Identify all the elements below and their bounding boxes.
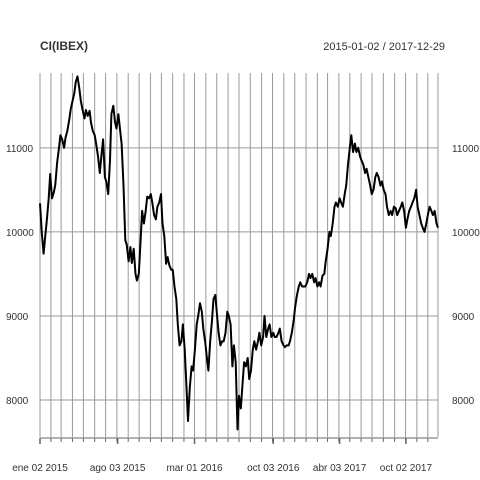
x-tick-label: oct 03 2016 [247, 463, 300, 474]
vertical-gridlines [39, 73, 439, 437]
y-tick-label-right: 9000 [452, 312, 475, 323]
y-tick-label-right: 10000 [452, 228, 480, 239]
y-tick-label-right: 8000 [452, 396, 475, 407]
y-tick-label-left: 10000 [6, 228, 34, 239]
y-tick-label-left: 9000 [6, 312, 29, 323]
y-tick-label-left: 11000 [6, 144, 34, 155]
series-line [39, 75, 439, 431]
chart-title: CI(IBEX) [40, 39, 88, 53]
x-tick-label: ago 03 2015 [90, 463, 146, 474]
y-tick-label-left: 8000 [6, 396, 29, 407]
x-axis: ene 02 2015 ago 03 2015 mar 01 2016 oct 03 … [12, 437, 438, 474]
x-tick-label: abr 03 2017 [313, 463, 367, 474]
y-axis-left: 8000 9000 10000 11000 [6, 144, 34, 407]
x-tick-label: ene 02 2015 [12, 463, 68, 474]
x-tick-label: oct 02 2017 [380, 463, 433, 474]
y-tick-label-right: 11000 [452, 144, 480, 155]
x-tick-label: mar 01 2016 [166, 463, 223, 474]
date-range-label: 2015-01-02 / 2017-12-29 [323, 41, 445, 53]
y-axis-right: 8000 9000 10000 11000 [452, 144, 480, 407]
